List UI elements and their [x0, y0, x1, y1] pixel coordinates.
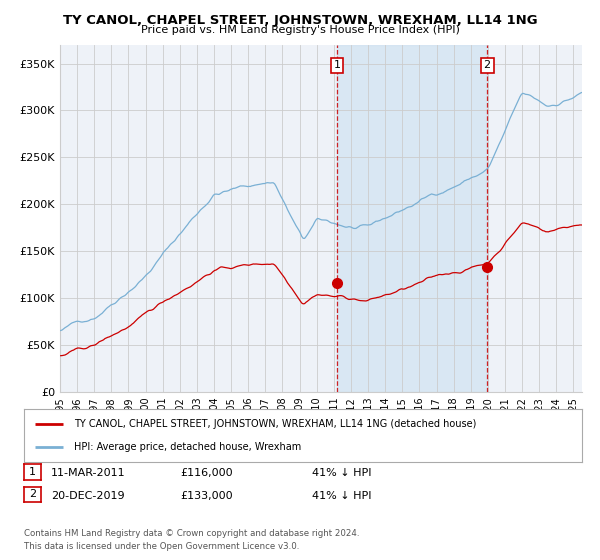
Text: 1: 1 [334, 60, 341, 71]
Text: 11-MAR-2011: 11-MAR-2011 [51, 468, 125, 478]
Text: TY CANOL, CHAPEL STREET, JOHNSTOWN, WREXHAM, LL14 1NG (detached house): TY CANOL, CHAPEL STREET, JOHNSTOWN, WREX… [74, 419, 476, 429]
Text: 2: 2 [484, 60, 491, 71]
Text: Price paid vs. HM Land Registry's House Price Index (HPI): Price paid vs. HM Land Registry's House … [140, 25, 460, 35]
Bar [337, 45, 487, 392]
Text: 41% ↓ HPI: 41% ↓ HPI [312, 491, 371, 501]
Text: 20-DEC-2019: 20-DEC-2019 [51, 491, 125, 501]
Text: 2: 2 [29, 489, 36, 500]
Text: TY CANOL, CHAPEL STREET, JOHNSTOWN, WREXHAM, LL14 1NG: TY CANOL, CHAPEL STREET, JOHNSTOWN, WREX… [62, 14, 538, 27]
Text: This data is licensed under the Open Government Licence v3.0.: This data is licensed under the Open Gov… [24, 542, 299, 550]
Text: Contains HM Land Registry data © Crown copyright and database right 2024.: Contains HM Land Registry data © Crown c… [24, 529, 359, 538]
Text: £116,000: £116,000 [180, 468, 233, 478]
Text: 1: 1 [29, 467, 36, 477]
Text: HPI: Average price, detached house, Wrexham: HPI: Average price, detached house, Wrex… [74, 442, 301, 452]
Text: 41% ↓ HPI: 41% ↓ HPI [312, 468, 371, 478]
Text: £133,000: £133,000 [180, 491, 233, 501]
